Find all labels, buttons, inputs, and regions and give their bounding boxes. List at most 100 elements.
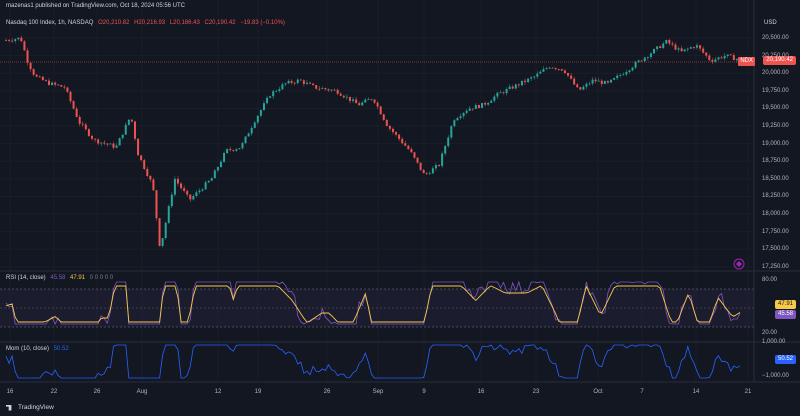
candle-body (5, 40, 7, 41)
candle-body (229, 149, 232, 151)
candle-body (54, 82, 57, 85)
candle-body (388, 125, 391, 129)
time-tick: Oct (593, 389, 603, 395)
candle-body (536, 73, 539, 77)
candle-body (499, 92, 502, 94)
candle-body (533, 76, 536, 78)
candle-body (216, 167, 219, 171)
candle-body (401, 138, 404, 144)
candle-body (17, 37, 20, 40)
candle-body (643, 57, 646, 62)
candle-body (84, 124, 87, 130)
price-candles (5, 35, 741, 248)
candle-body (686, 48, 689, 50)
candle-body (723, 55, 726, 59)
symbol-legend[interactable]: Nasdaq 100 Index, 1h, NASDAQ O20,210.82 … (6, 20, 285, 26)
rsi-axis-high: 80.00 (762, 277, 778, 283)
rsi-legend[interactable]: RSI (14, close) 45.58 47.91 0 0 0 0 0 (6, 275, 113, 281)
candle-body (496, 92, 499, 97)
candle-body (653, 48, 656, 54)
price-tick: 18,500.00 (762, 175, 789, 182)
candle-body (180, 183, 183, 189)
candle-body (560, 69, 563, 71)
candle-body (410, 149, 413, 153)
candle-body (714, 59, 717, 62)
candle-body (591, 79, 594, 84)
high-value: H20,216.93 (134, 20, 166, 26)
candle-body (195, 192, 198, 197)
candle-body (395, 132, 398, 135)
change-value: −19.83 (−0.10%) (240, 20, 285, 26)
candle-body (35, 74, 38, 77)
candle-body (173, 178, 176, 195)
candle-body (26, 50, 29, 63)
candle-body (152, 179, 155, 191)
candle-body (573, 78, 576, 85)
candle-body (345, 96, 348, 98)
candle-body (398, 134, 401, 139)
candle-body (471, 108, 474, 110)
candle-body (379, 106, 382, 115)
tradingview-footer[interactable]: TradingView (6, 404, 54, 411)
candle-body (8, 40, 11, 41)
candle-body (287, 80, 290, 84)
time-tick: 22 (50, 389, 58, 395)
candle-body (456, 118, 459, 121)
time-tick: Aug (136, 389, 148, 395)
candle-body (527, 78, 530, 83)
candle-body (459, 116, 462, 119)
candle-body (133, 121, 136, 139)
candle-body (542, 69, 545, 72)
candle-body (603, 80, 606, 85)
candle-body (391, 128, 394, 133)
candle-body (702, 48, 705, 53)
candle-body (97, 139, 100, 144)
mom-line (5, 344, 741, 379)
candle-body (610, 79, 613, 83)
candle-body (204, 182, 207, 190)
candle-body (339, 93, 342, 96)
mom-axis-low: −1,000.00 (762, 373, 789, 379)
currency-label[interactable]: USD (764, 20, 777, 26)
candle-body (247, 133, 250, 137)
candle-body (567, 72, 570, 76)
candle-body (450, 126, 453, 138)
candle-body (324, 88, 327, 90)
symbol-title: Nasdaq 100 Index, 1h, NASDAQ (6, 20, 94, 26)
candle-body (38, 76, 41, 78)
candle-body (198, 190, 201, 193)
candle-body (137, 138, 140, 156)
candle-body (140, 155, 143, 161)
candle-body (407, 145, 410, 150)
candle-body (90, 135, 93, 139)
candle-body (41, 76, 44, 81)
candle-body (585, 83, 588, 87)
mom-legend[interactable]: Mom (10, close) 50.52 (6, 346, 69, 352)
candle-body (333, 89, 336, 91)
candle-body (94, 138, 97, 140)
candle-body (11, 40, 14, 42)
candle-body (146, 168, 149, 176)
candle-body (382, 114, 385, 120)
low-value: L20,186.43 (169, 20, 200, 26)
candle-body (213, 170, 216, 179)
footer-text: TradingView (18, 404, 54, 411)
candle-body (520, 80, 523, 86)
candle-body (241, 143, 244, 149)
price-tick: 17,500.00 (762, 246, 789, 253)
candle-body (100, 142, 103, 144)
candle-body (290, 80, 293, 83)
price-tick: 20,500.00 (762, 35, 789, 41)
candle-body (665, 39, 668, 44)
candle-body (539, 71, 542, 74)
open-value: O20,210.82 (98, 20, 130, 26)
candle-body (680, 48, 683, 52)
candle-body (103, 142, 106, 144)
candle-body (158, 218, 161, 246)
candle-body (121, 134, 124, 139)
mom-value: 50.52 (53, 346, 69, 352)
time-tick: 16 (6, 389, 14, 395)
candle-body (32, 69, 35, 75)
candle-body (517, 84, 520, 86)
